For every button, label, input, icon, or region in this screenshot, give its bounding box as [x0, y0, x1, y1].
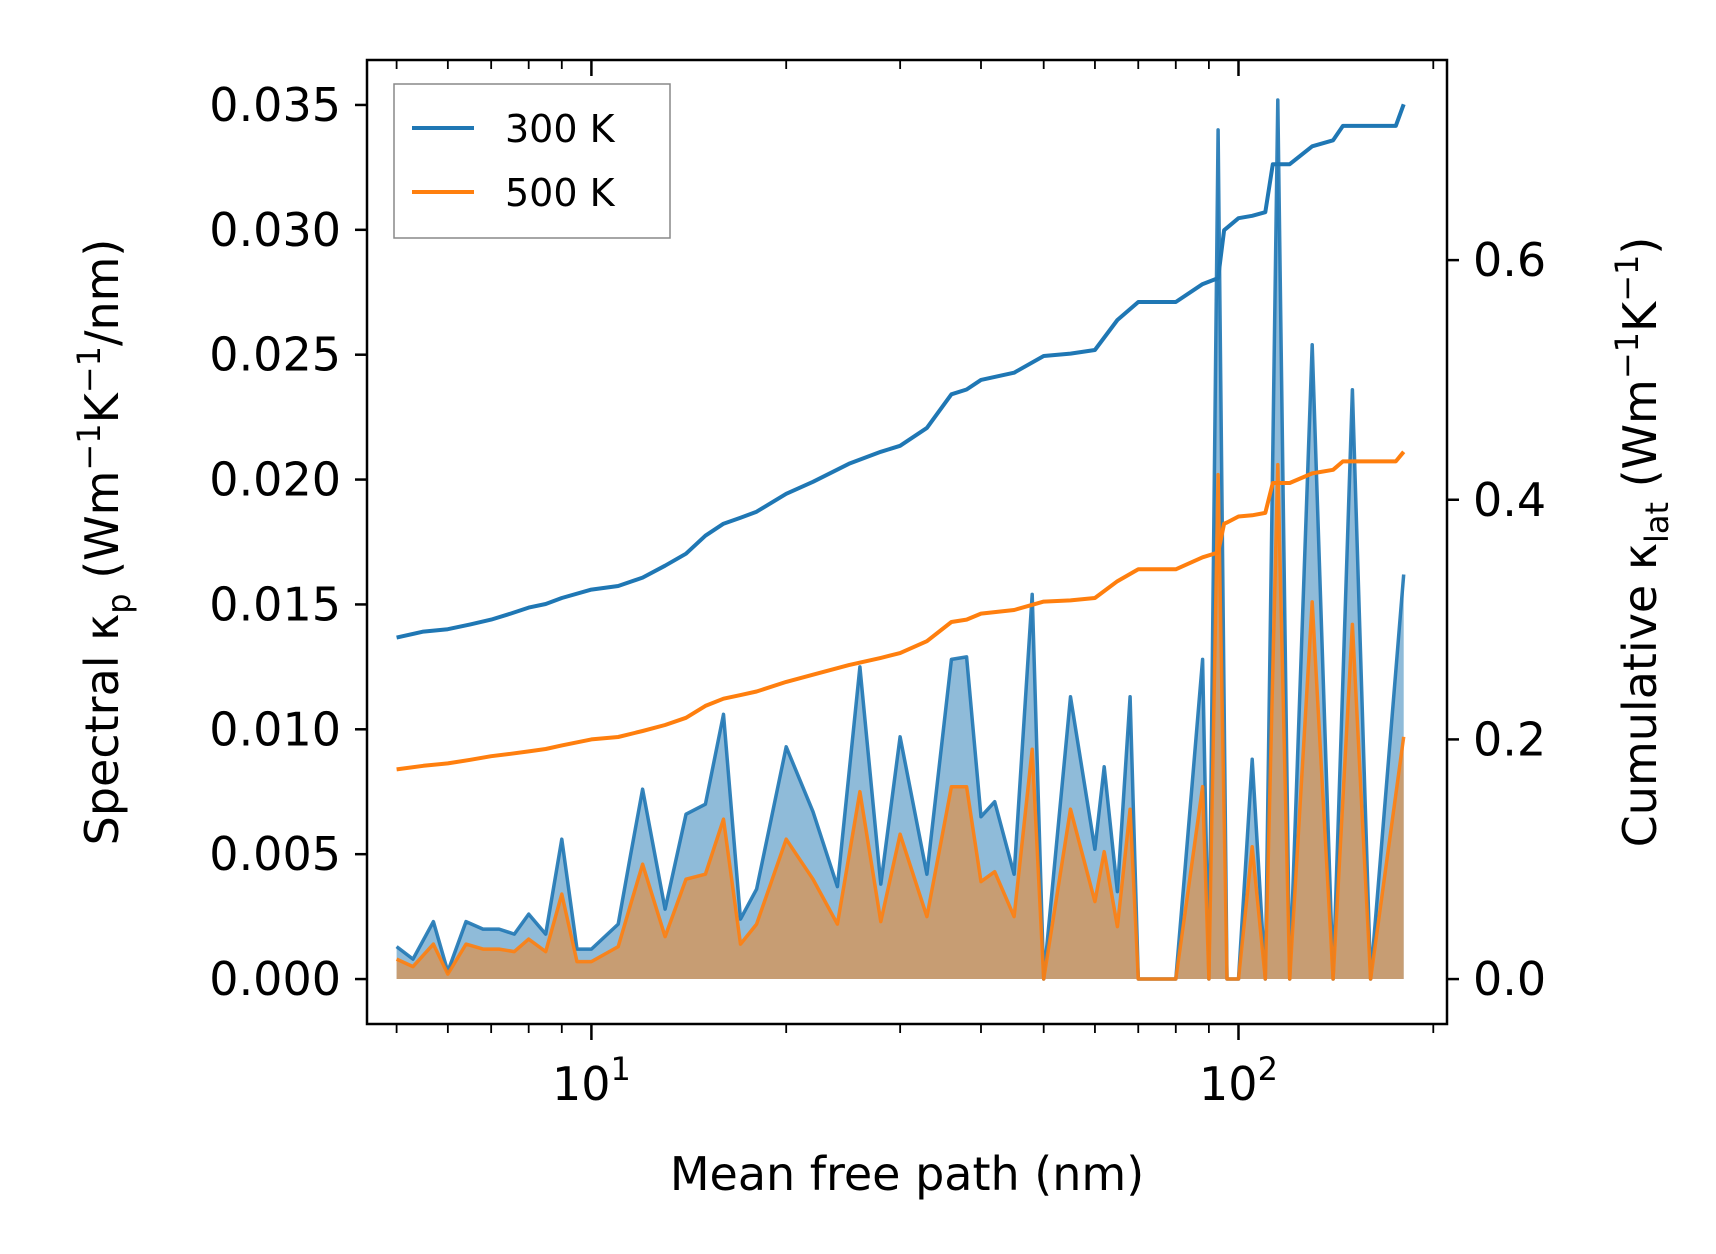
left-y-tick-label: 0.025	[209, 328, 341, 382]
left-y-tick-label: 0.030	[209, 203, 341, 257]
right-y-axis-title: Cumulative κlat (Wm−1K−1)	[1608, 237, 1676, 848]
x-tick-label: 101	[552, 1050, 631, 1111]
left-y-tick-label: 0.035	[209, 78, 341, 132]
left-y-tick-label: 0.000	[209, 952, 341, 1006]
spectral-area-500k	[396, 464, 1404, 980]
legend-label-500k: 500 K	[505, 171, 616, 215]
right-y-tick-label: 0.2	[1473, 712, 1546, 766]
right-y-tick-label: 0.0	[1473, 952, 1546, 1006]
x-axis-title: Mean free path (nm)	[670, 1147, 1144, 1201]
left-y-axis-title: Spectral κp (Wm−1K−1/nm)	[70, 239, 138, 846]
cumulative-line-500k	[396, 450, 1406, 772]
plot-frame	[365, 58, 1449, 1026]
axis-ticks: 0.000 0.005 0.010 0.015 0.020 0.025 0.030 0.035…	[209, 60, 1546, 1111]
left-y-tick-label: 0.015	[209, 577, 341, 631]
legend-label-300k: 300 K	[505, 107, 616, 151]
left-y-tick-label: 0.005	[209, 827, 341, 881]
legend: 300 K 500 K	[393, 83, 671, 239]
spectral-line-500k	[395, 462, 1406, 981]
plot-area	[395, 98, 1406, 981]
cumulative-line-300k	[396, 103, 1406, 640]
left-y-tick-label: 0.010	[209, 702, 341, 756]
right-y-tick-label: 0.4	[1473, 473, 1546, 527]
right-y-tick-label: 0.6	[1473, 233, 1546, 287]
x-tick-label: 102	[1199, 1050, 1278, 1111]
left-y-tick-label: 0.020	[209, 453, 341, 507]
legend-box	[393, 83, 671, 239]
